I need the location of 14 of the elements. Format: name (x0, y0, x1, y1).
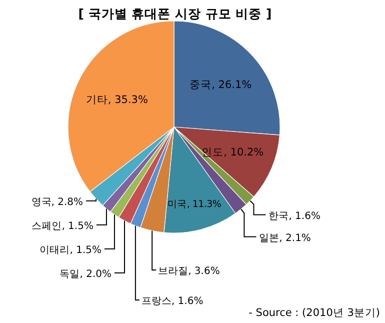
slice-label: 미국, 11.3% (168, 198, 222, 210)
slice-label: 스페인, 1.5% (32, 220, 94, 232)
slice-label: 이태리, 1.5% (40, 244, 102, 256)
slice-label: 한국, 1.6% (268, 210, 320, 222)
slice-label: 중국, 26.1% (190, 78, 252, 91)
slice-label: 인도, 10.2% (202, 146, 264, 159)
slice-label: 영국, 2.8% (31, 196, 84, 208)
slice-label: 기타, 35.3% (86, 94, 148, 106)
text: - Source : (2010년 3분기) (248, 307, 380, 319)
slice-label: 프랑스, 1.6% (141, 296, 204, 307)
chart-title: [ 국가별 휴대폰 시장 규모 비중 ] (78, 6, 272, 21)
slice-label: 브라질, 3.6% (158, 266, 220, 277)
slice-label: 일본, 2.1% (259, 232, 311, 244)
slice-label: 독일, 2.0% (60, 268, 112, 280)
